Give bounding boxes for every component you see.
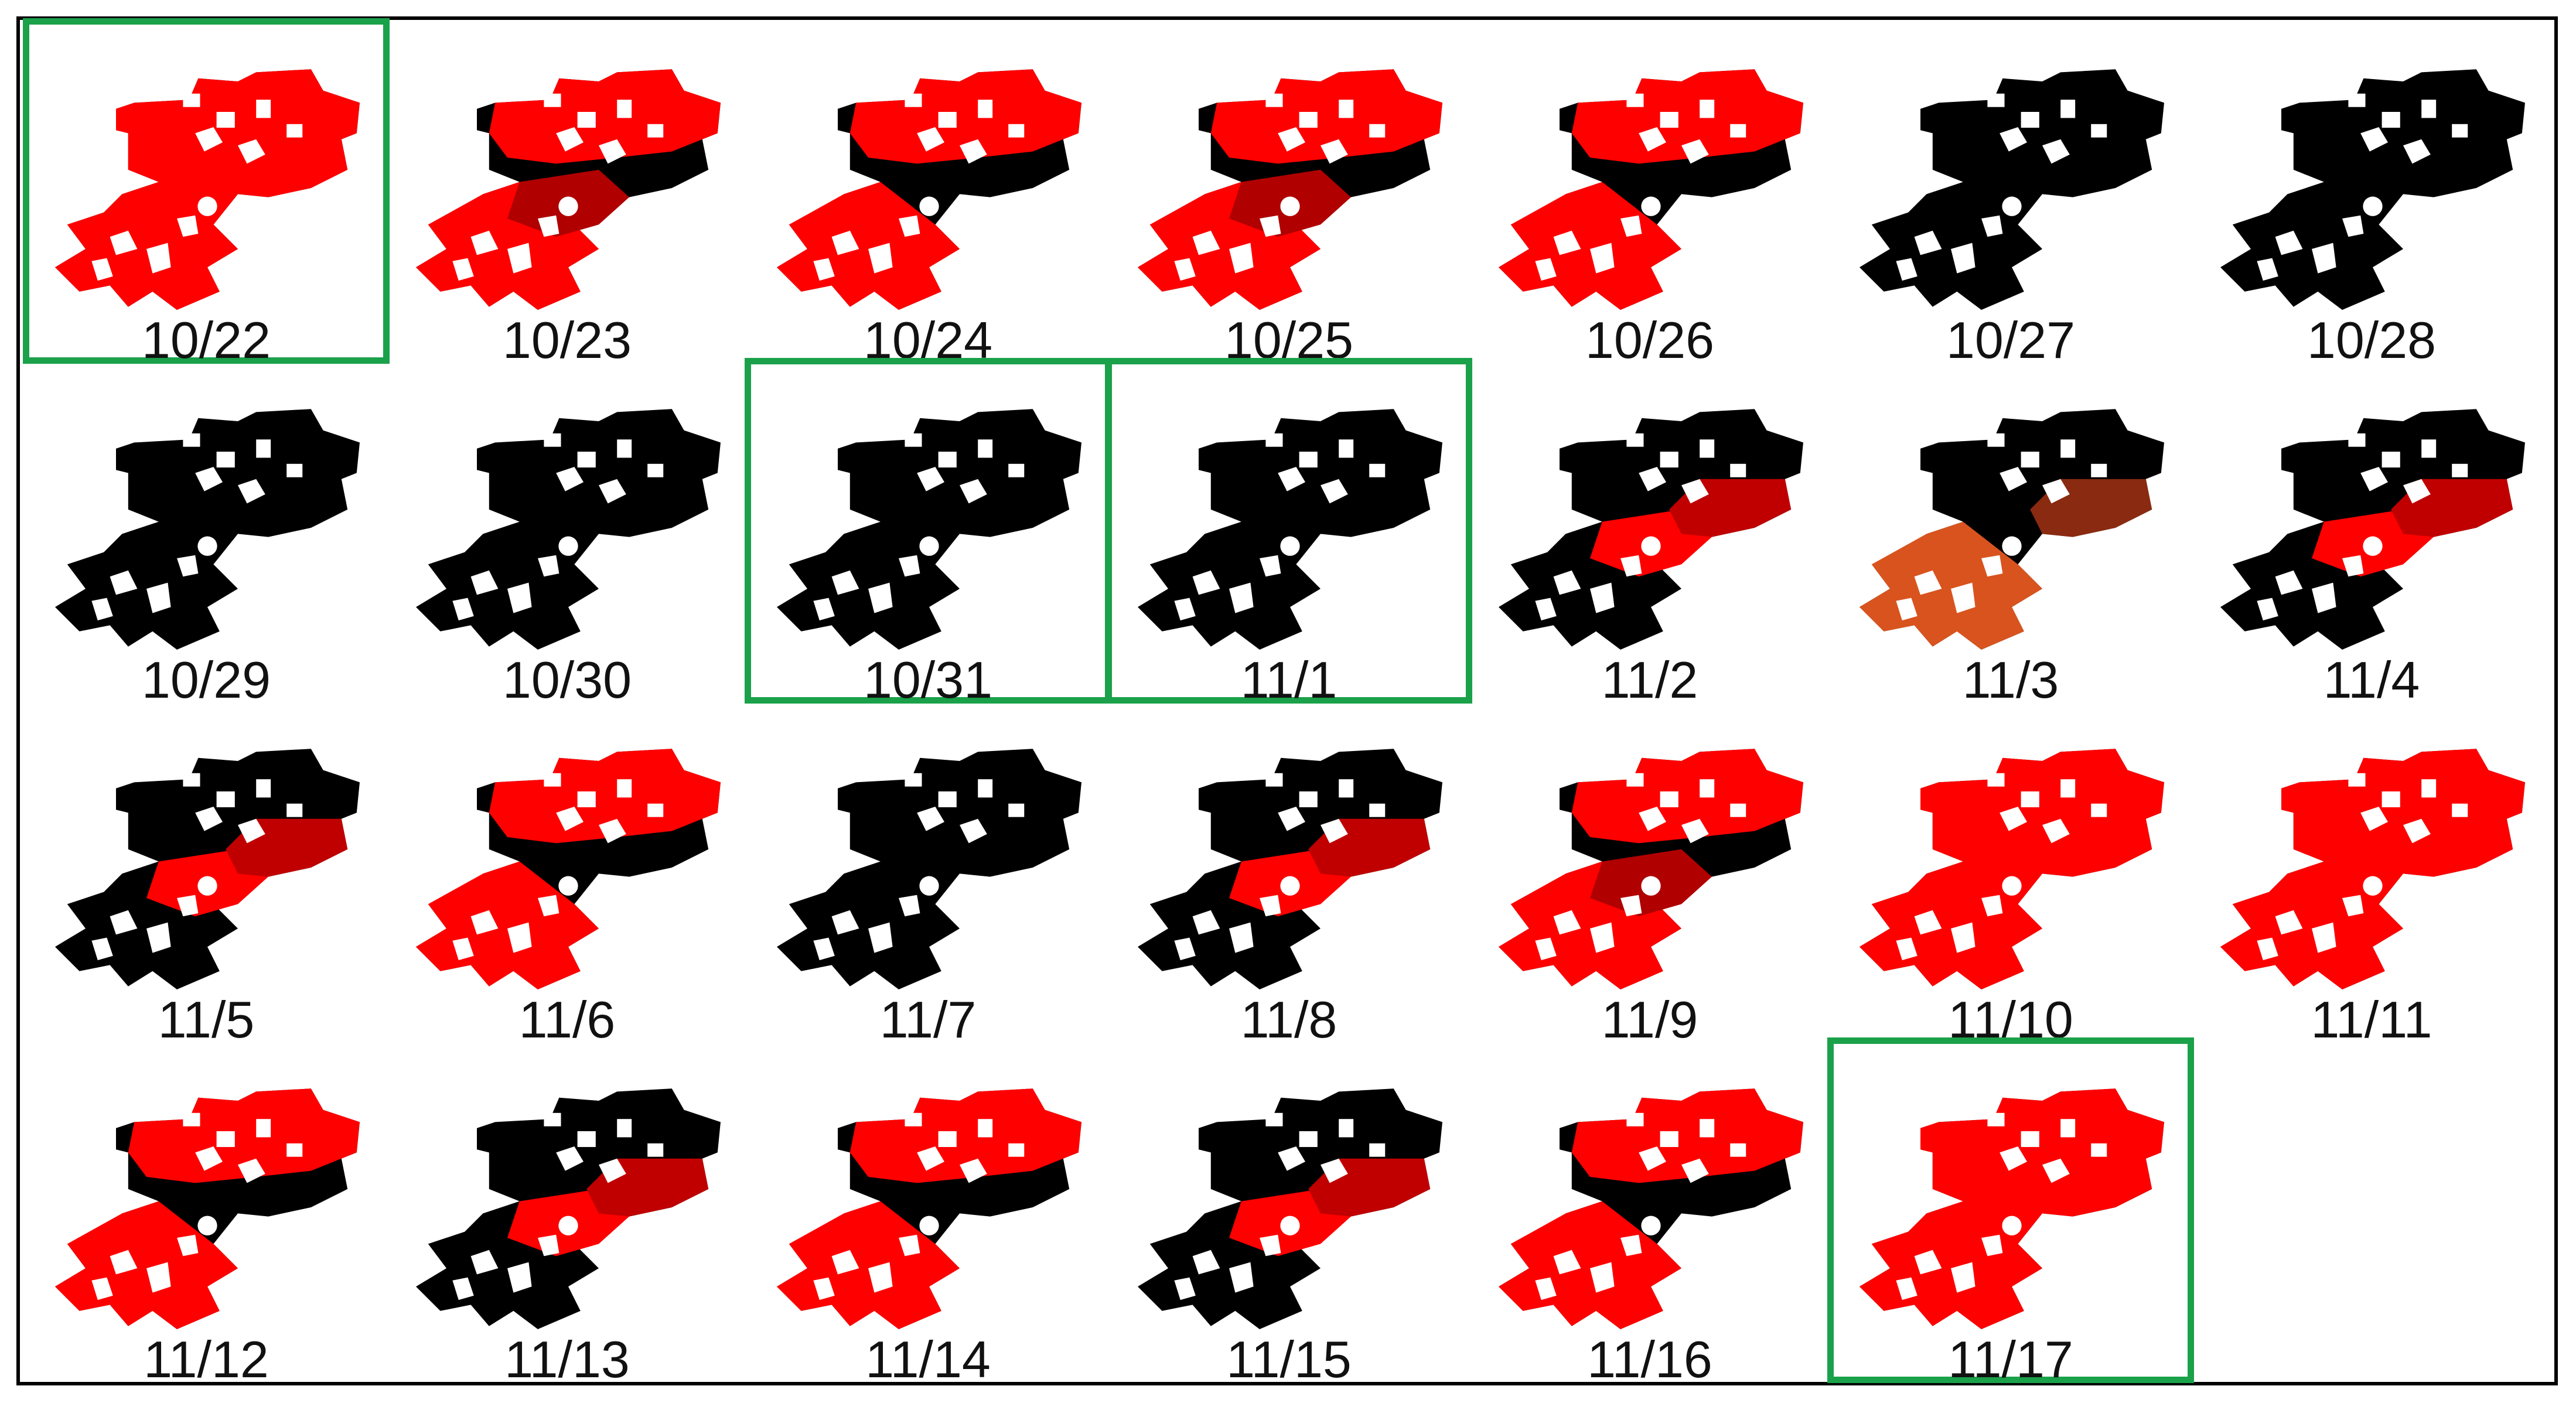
date-label: 11/15: [1226, 1330, 1352, 1388]
map-panel-11-4: 11/4: [2191, 361, 2552, 706]
map-image: [1499, 1088, 1803, 1329]
map-image: [777, 69, 1081, 310]
map-image: [55, 69, 360, 310]
map-image: [2220, 409, 2525, 650]
date-label: 11/16: [1587, 1330, 1712, 1388]
map-panel-10-22: 10/22: [23, 18, 390, 367]
map-panel-11-15: 11/15: [1108, 1040, 1469, 1386]
date-label: 10/25: [1224, 311, 1354, 369]
date-label: 11/7: [879, 991, 977, 1049]
map-panel-11-6: 11/6: [387, 701, 748, 1046]
map-image: [1138, 749, 1442, 989]
map-panel-11-10: 11/10: [1830, 701, 2191, 1046]
date-label: 11/3: [1962, 651, 2059, 709]
map-image: [1860, 69, 2164, 310]
map-image: [1860, 749, 2164, 989]
map-image: [416, 749, 721, 989]
map-panel-10-26: 10/26: [1469, 21, 1830, 367]
map-panel-11-12: 11/12: [26, 1040, 387, 1386]
map-panel-10-23: 10/23: [387, 21, 748, 367]
map-panel-11-2: 11/2: [1469, 361, 1830, 706]
map-panel-10-27: 10/27: [1830, 21, 2191, 367]
map-image: [777, 1088, 1081, 1329]
map-panel-10-24: 10/24: [748, 21, 1108, 367]
map-panel-11-11: 11/11: [2191, 701, 2552, 1046]
date-label: 11/4: [2323, 651, 2420, 709]
date-label: 10/29: [141, 651, 271, 709]
map-panel-10-31: 10/31: [745, 358, 1111, 706]
map-panel-11-8: 11/8: [1108, 701, 1469, 1046]
map-panel-10-28: 10/28: [2191, 21, 2552, 367]
date-label: 11/17: [1948, 1330, 2073, 1388]
map-image: [1499, 749, 1803, 989]
date-label: 10/22: [141, 311, 271, 369]
map-image: [55, 409, 360, 650]
date-label: 11/5: [158, 991, 255, 1049]
date-label: 11/8: [1240, 991, 1338, 1049]
date-label: 11/6: [518, 991, 616, 1049]
map-image: [55, 1088, 360, 1329]
date-label: 11/9: [1601, 991, 1698, 1049]
map-panel-11-14: 11/14: [748, 1040, 1108, 1386]
map-image: [416, 409, 721, 650]
date-label: 10/30: [502, 651, 632, 709]
map-panel-11-7: 11/7: [748, 701, 1108, 1046]
map-panel-10-25: 10/25: [1108, 21, 1469, 367]
map-panel-11-16: 11/16: [1469, 1040, 1830, 1386]
map-image: [1138, 69, 1442, 310]
date-label: 11/13: [504, 1330, 630, 1388]
map-panel-11-1: 11/1: [1106, 358, 1472, 706]
date-label: 11/14: [865, 1330, 991, 1388]
date-label: 11/12: [144, 1330, 269, 1388]
date-label: 11/1: [1240, 651, 1338, 709]
date-label: 11/10: [1948, 991, 2073, 1049]
map-image: [1860, 1088, 2164, 1329]
map-image: [416, 1088, 721, 1329]
date-label: 10/26: [1585, 311, 1715, 369]
map-image: [777, 749, 1081, 989]
date-label: 11/11: [2311, 991, 2432, 1049]
date-label: 10/28: [2307, 311, 2437, 369]
map-image: [1138, 409, 1442, 650]
map-panel-11-3: 11/3: [1830, 361, 2191, 706]
map-image: [2220, 69, 2525, 310]
map-panel-10-29: 10/29: [26, 361, 387, 706]
map-image: [1138, 1088, 1442, 1329]
map-panel-11-9: 11/9: [1469, 701, 1830, 1046]
map-image: [777, 409, 1081, 650]
map-panel-10-30: 10/30: [387, 361, 748, 706]
map-image: [1499, 409, 1803, 650]
date-label: 10/31: [863, 651, 993, 709]
date-label: 10/27: [1946, 311, 2076, 369]
map-panel-11-13: 11/13: [387, 1040, 748, 1386]
map-image: [55, 749, 360, 989]
map-image: [1860, 409, 2164, 650]
date-label: 11/2: [1601, 651, 1698, 709]
map-image: [416, 69, 721, 310]
date-label: 10/23: [502, 311, 632, 369]
map-image: [2220, 749, 2525, 989]
map-panel-11-17: 11/17: [1827, 1037, 2194, 1386]
figure-frame: [16, 16, 2558, 1385]
map-image: [1499, 69, 1803, 310]
date-label: 10/24: [863, 311, 993, 369]
map-panel-11-5: 11/5: [26, 701, 387, 1046]
